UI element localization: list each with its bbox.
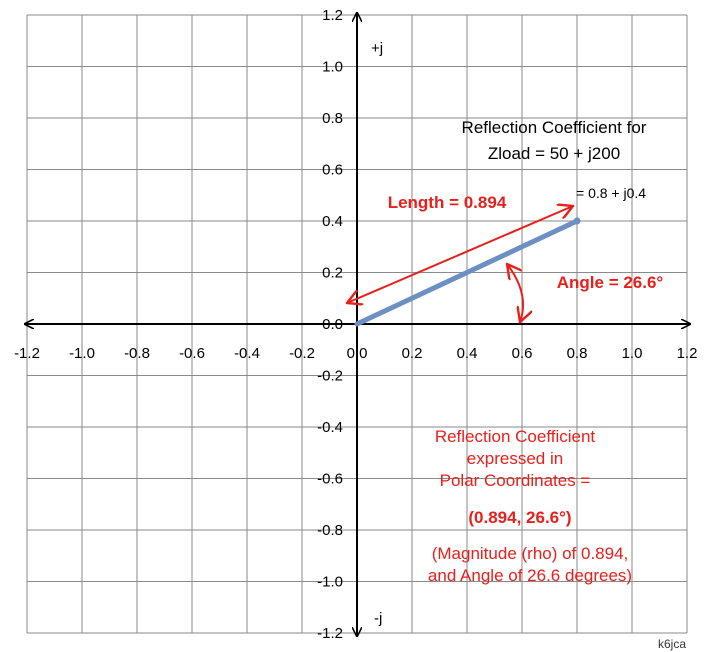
y-tick-label: -1.0: [317, 574, 343, 591]
polar-note-line2: expressed in: [467, 449, 563, 468]
x-tick-label: 0.2: [402, 345, 423, 362]
x-tick-label: 0.0: [347, 345, 368, 362]
vector-point-label: = 0.8 + j0.4: [576, 185, 646, 201]
y-tick-label: -0.2: [317, 368, 343, 385]
x-tick-labels: -1.2 -1.0 -0.8 -0.6 -0.4 -0.2 0.0 0.2 0.4 0.6 0.8 1…: [14, 345, 697, 362]
y-tick-label: 1.0: [322, 59, 343, 76]
polar-note-line5: (Magnitude (rho) of 0.894,: [432, 544, 629, 563]
x-tick-label: -0.2: [289, 345, 315, 362]
angle-annotation: Angle = 26.6°: [557, 273, 664, 292]
x-tick-label: -1.2: [14, 345, 40, 362]
polar-note: Reflection Coefficient expressed in Pola…: [428, 427, 632, 585]
x-tick-label: -0.8: [124, 345, 150, 362]
x-tick-label: -1.0: [69, 345, 95, 362]
polar-note-line1: Reflection Coefficient: [435, 427, 596, 446]
y-negative-label: -j: [374, 610, 382, 627]
y-tick-label: -0.4: [317, 419, 343, 436]
chart-title-line1: Reflection Coefficient for: [462, 118, 647, 137]
x-tick-label: 0.8: [567, 345, 588, 362]
x-tick-label: -0.4: [234, 345, 260, 362]
x-tick-label: 0.6: [512, 345, 533, 362]
polar-note-line4: (0.894, 26.6°): [468, 508, 571, 527]
y-positive-label: +j: [371, 40, 383, 57]
x-tick-label: 1.2: [677, 345, 698, 362]
y-tick-label: 0.8: [322, 110, 343, 127]
y-tick-label: -1.2: [317, 625, 343, 642]
x-tick-label: 0.4: [457, 345, 478, 362]
length-arrow: [347, 206, 573, 303]
vector-endpoint: [573, 217, 581, 225]
chart-title-line2: Zload = 50 + j200: [488, 144, 620, 163]
y-tick-label: 0.0: [322, 316, 343, 333]
length-annotation: Length = 0.894: [388, 193, 507, 212]
y-tick-label: -0.6: [317, 471, 343, 488]
y-tick-label: 1.2: [322, 7, 343, 24]
credit-label: k6jca: [658, 637, 686, 651]
polar-note-line6: and Angle of 26.6 degrees): [428, 566, 632, 585]
y-tick-label: -0.8: [317, 522, 343, 539]
x-tick-label: -0.6: [179, 345, 205, 362]
y-tick-label: 0.2: [322, 265, 343, 282]
y-tick-labels: 1.2 1.0 0.8 0.6 0.4 0.2 0.0 -0.2 -0.4 -0.6 -0.8 -1.…: [317, 7, 343, 642]
y-tick-label: 0.6: [322, 162, 343, 179]
y-tick-label: 0.4: [322, 213, 343, 230]
angle-arc: [507, 264, 523, 322]
polar-note-line3: Polar Coordinates =: [440, 471, 591, 490]
x-tick-label: 1.0: [622, 345, 643, 362]
